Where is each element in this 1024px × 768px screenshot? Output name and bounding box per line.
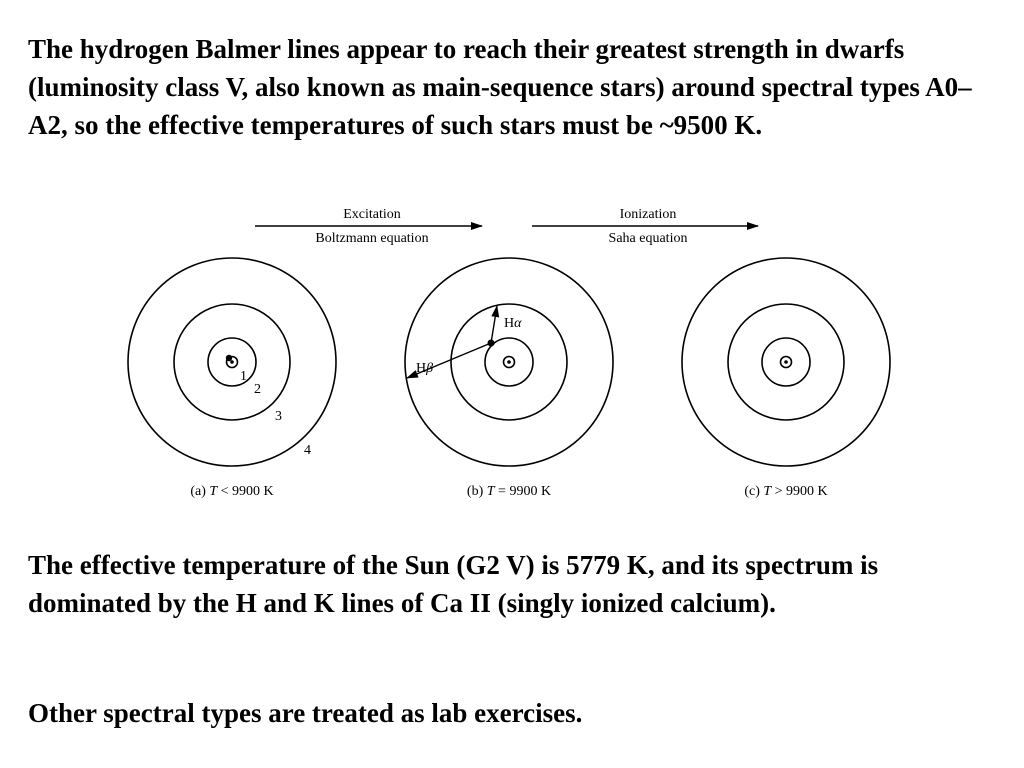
hydrogen-atom-diagram: Excitation Boltzmann equation Ionization… — [127, 207, 891, 499]
intro-paragraph: The hydrogen Balmer lines appear to reac… — [28, 34, 972, 140]
exercise-paragraph: Other spectral types are treated as lab … — [28, 698, 583, 728]
ionization-arrow: Ionization Saha equation — [532, 207, 759, 246]
caption-c: (c) T > 9900 K — [744, 484, 827, 499]
orbit-4 — [127, 257, 337, 467]
orbit-4 — [681, 257, 891, 467]
nucleus-ring — [225, 355, 239, 369]
saha-label: Saha equation — [609, 231, 688, 246]
atom-a: 1 2 3 4 (a) T < 9900 K — [127, 257, 337, 499]
orbit-3 — [450, 303, 568, 421]
h-alpha-label: Hα — [504, 316, 522, 331]
atom-c: (c) T > 9900 K — [681, 257, 891, 499]
orbit-2 — [207, 337, 257, 387]
h-beta-label: Hβ — [416, 361, 433, 376]
excitation-arrow: Excitation Boltzmann equation — [255, 207, 483, 246]
nucleus-ring — [502, 355, 516, 369]
electron — [225, 354, 233, 362]
orbit-3 — [173, 303, 291, 421]
orbit-2 — [484, 337, 534, 387]
orbit-3 — [727, 303, 845, 421]
orbit-4 — [404, 257, 614, 467]
nucleus-dot — [784, 360, 788, 364]
boltzmann-label: Boltzmann equation — [315, 231, 428, 246]
level-label-3: 3 — [275, 409, 282, 424]
nucleus-dot — [507, 360, 511, 364]
level-label-4: 4 — [304, 443, 311, 458]
level-label-1: 1 — [240, 369, 247, 384]
orbit-2 — [761, 337, 811, 387]
nucleus-ring — [779, 355, 793, 369]
excitation-label: Excitation — [343, 207, 401, 222]
caption-a: (a) T < 9900 K — [190, 484, 273, 499]
h-beta-arrow — [406, 342, 492, 379]
sun-paragraph: The effective temperature of the Sun (G2… — [28, 550, 879, 618]
atom-b: Hα Hβ (b) T = 9900 K — [404, 257, 614, 499]
level-label-2: 2 — [254, 382, 261, 397]
ionization-label: Ionization — [620, 207, 677, 222]
caption-b: (b) T = 9900 K — [467, 484, 551, 499]
nucleus-dot — [230, 360, 234, 364]
h-alpha-arrow — [490, 305, 500, 344]
